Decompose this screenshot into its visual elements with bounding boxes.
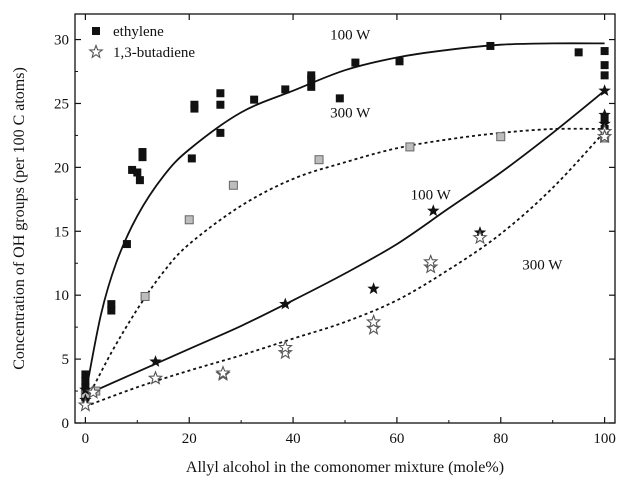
data-point-series-0 bbox=[133, 168, 142, 177]
legend-label: ethylene bbox=[113, 24, 164, 40]
y-tick-label: 5 bbox=[62, 352, 70, 368]
x-tick-label: 100 bbox=[593, 431, 616, 447]
legend-label: 1,3-butadiene bbox=[113, 45, 195, 61]
y-tick-label: 0 bbox=[62, 416, 70, 432]
data-point-series-1 bbox=[314, 155, 324, 165]
data-point-series-1 bbox=[405, 142, 415, 152]
legend-marker-0 bbox=[92, 27, 100, 35]
data-point-series-0 bbox=[486, 41, 495, 50]
data-point-series-1 bbox=[496, 132, 506, 142]
data-point-series-3 bbox=[365, 313, 382, 329]
data-point-series-2 bbox=[427, 204, 440, 217]
fit-curve-1 bbox=[84, 127, 605, 404]
x-tick-label: 60 bbox=[389, 431, 404, 447]
data-point-series-2 bbox=[279, 297, 292, 310]
data-point-series-0 bbox=[395, 57, 404, 66]
data-point-series-3 bbox=[77, 397, 94, 412]
data-point-series-0 bbox=[600, 61, 609, 70]
data-point-series-0 bbox=[216, 128, 225, 137]
data-point-series-1 bbox=[140, 291, 150, 301]
data-point-series-1 bbox=[228, 180, 238, 190]
data-point-series-3 bbox=[365, 320, 382, 335]
data-point-series-0 bbox=[600, 47, 609, 56]
data-point-series-3 bbox=[472, 229, 488, 245]
data-point-series-0 bbox=[351, 58, 360, 67]
y-tick-label: 10 bbox=[54, 288, 69, 304]
data-points bbox=[77, 41, 613, 412]
data-point-series-0 bbox=[138, 153, 147, 162]
y-tick-label: 30 bbox=[54, 33, 69, 49]
fit-curve-3 bbox=[85, 130, 606, 408]
x-tick-label: 20 bbox=[182, 431, 197, 447]
data-point-series-2 bbox=[367, 282, 380, 295]
data-point-series-0 bbox=[107, 300, 116, 309]
data-point-series-0 bbox=[250, 95, 259, 104]
data-point-series-0 bbox=[81, 370, 90, 379]
data-point-series-0 bbox=[600, 71, 609, 80]
y-tick-label: 25 bbox=[54, 96, 69, 112]
data-point-series-0 bbox=[128, 165, 137, 174]
data-point-series-0 bbox=[335, 94, 344, 103]
y-axis-title: Concentration of OH groups (per 100 C at… bbox=[11, 67, 28, 370]
curve-label: 100 W bbox=[330, 28, 371, 44]
data-point-series-3 bbox=[422, 259, 439, 274]
legend: ethylene 1,3-butadiene bbox=[88, 24, 195, 61]
x-axis-title: Allyl alcohol in the comonomer mixture (… bbox=[186, 459, 504, 476]
data-point-series-2 bbox=[598, 108, 611, 121]
data-point-series-2 bbox=[598, 84, 611, 96]
y-tick-label: 20 bbox=[54, 160, 69, 176]
data-point-series-1 bbox=[184, 215, 194, 225]
legend-marker-1 bbox=[88, 43, 104, 59]
x-tick-label: 40 bbox=[286, 431, 301, 447]
data-point-series-0 bbox=[574, 48, 583, 57]
data-point-series-2 bbox=[149, 355, 162, 367]
curve-label: 300 W bbox=[330, 106, 371, 122]
data-point-series-3 bbox=[596, 128, 613, 144]
curve-annotations: 100 W 300 W 100 W 300 W bbox=[330, 28, 563, 274]
data-point-series-0 bbox=[307, 71, 316, 80]
data-point-series-3 bbox=[423, 253, 439, 269]
x-tick-label: 0 bbox=[82, 431, 90, 447]
data-point-series-3 bbox=[277, 344, 294, 360]
data-point-series-0 bbox=[122, 240, 131, 249]
data-point-series-0 bbox=[81, 376, 90, 385]
data-point-series-3 bbox=[277, 339, 294, 355]
data-point-series-0 bbox=[281, 85, 290, 94]
data-point-series-3 bbox=[147, 370, 164, 385]
y-tick-label: 15 bbox=[54, 224, 69, 240]
data-point-series-0 bbox=[107, 306, 116, 315]
fit-curve-2 bbox=[85, 90, 606, 396]
data-point-series-2 bbox=[598, 117, 611, 130]
axis-ticks: 0 20 40 60 80 100 0 5 10 15 20 25 30 bbox=[54, 14, 616, 447]
data-point-series-0 bbox=[190, 100, 199, 109]
data-point-series-0 bbox=[307, 82, 316, 91]
data-point-series-0 bbox=[216, 100, 225, 109]
x-tick-label: 80 bbox=[493, 431, 508, 447]
data-point-series-3 bbox=[215, 365, 231, 380]
data-point-series-2 bbox=[79, 383, 92, 395]
data-point-series-0 bbox=[216, 89, 225, 98]
curve-label: 300 W bbox=[522, 258, 563, 274]
curve-label: 100 W bbox=[411, 187, 452, 203]
data-point-series-0 bbox=[135, 176, 144, 185]
data-point-series-0 bbox=[138, 148, 147, 157]
data-point-series-3 bbox=[85, 384, 101, 399]
data-point-series-0 bbox=[187, 154, 196, 163]
